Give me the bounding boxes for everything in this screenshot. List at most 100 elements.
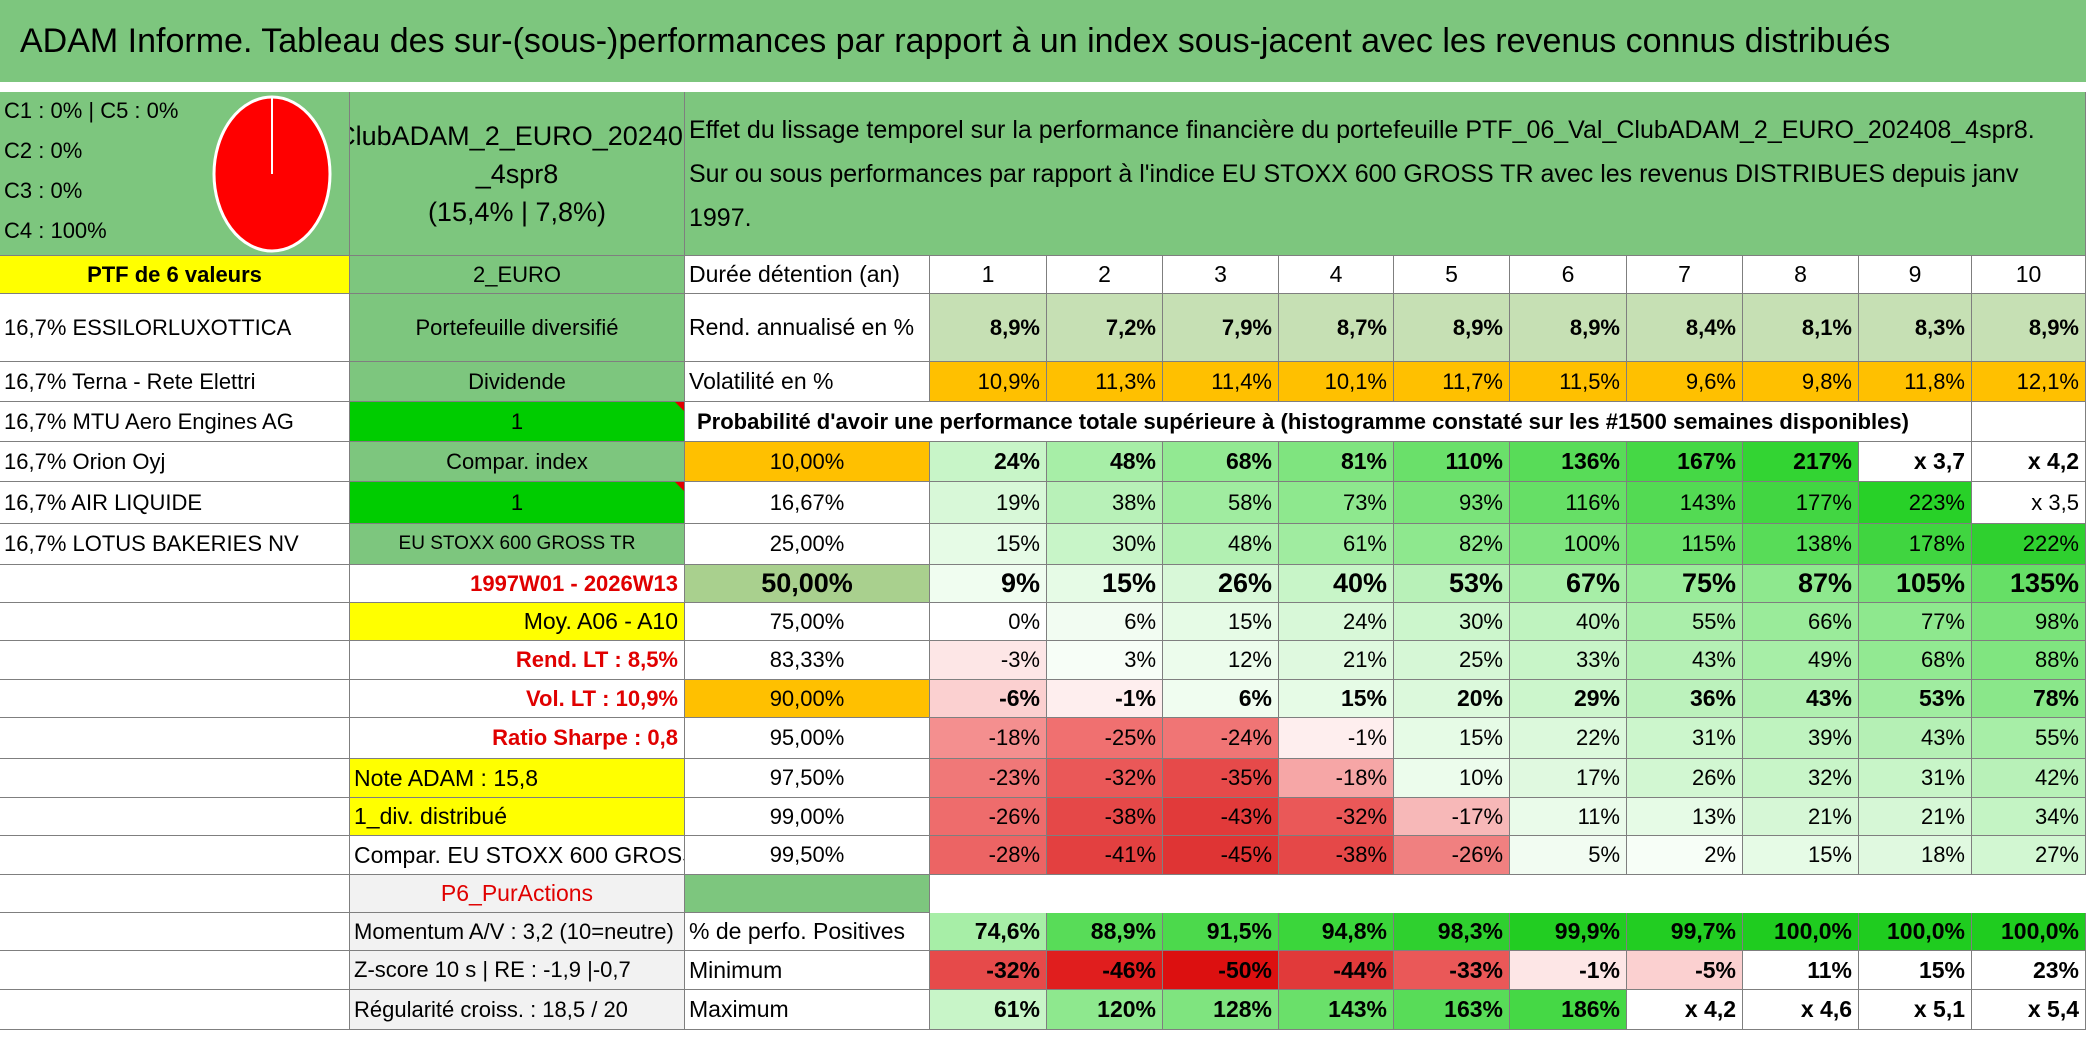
vol-label: Volatilité en % xyxy=(685,362,930,402)
p6-label: P6_PurActions xyxy=(350,875,685,913)
divider-strip xyxy=(0,82,2086,92)
pie-legend-panel: C1 : 0% | C5 : 0% C2 : 0% C3 : 0% C4 : 1… xyxy=(0,92,350,256)
percentile-value: -24% xyxy=(1163,718,1279,759)
percentile-value: 138% xyxy=(1743,524,1859,565)
percentile-value: 177% xyxy=(1743,482,1859,524)
percentile-value: 55% xyxy=(1627,603,1743,641)
year-header: 8 xyxy=(1743,256,1859,294)
positives-value: 99,7% xyxy=(1627,913,1743,951)
percentile-value: 61% xyxy=(1279,524,1394,565)
percentile-value: 12% xyxy=(1163,641,1279,680)
percentile-value: 66% xyxy=(1743,603,1859,641)
percentile-value: 100% xyxy=(1510,524,1627,565)
percentile-value: -17% xyxy=(1394,798,1510,836)
percentile-value: 36% xyxy=(1627,680,1743,718)
percentile-value: x 3,5 xyxy=(1972,482,2086,524)
percentile-value: 88% xyxy=(1972,641,2086,680)
rend-lt-label: Rend. LT : 8,5% xyxy=(350,641,685,680)
percentile-value: 73% xyxy=(1279,482,1394,524)
percentile-value: -23% xyxy=(930,759,1047,798)
percentile-value: -25% xyxy=(1047,718,1163,759)
percentile-value: 39% xyxy=(1743,718,1859,759)
maximum-value: 128% xyxy=(1163,990,1279,1030)
ptf-header: PTF de 6 valeurs xyxy=(0,256,350,294)
percentile-value: -1% xyxy=(1047,680,1163,718)
rend-value: 7,2% xyxy=(1047,294,1163,362)
percentile-value: 21% xyxy=(1859,798,1972,836)
percentile-value: 11% xyxy=(1510,798,1627,836)
percentile-label: 90,00% xyxy=(685,680,930,718)
percentile-value: 48% xyxy=(1163,524,1279,565)
percentile-value: 15% xyxy=(1163,603,1279,641)
dividende-label: Dividende xyxy=(350,362,685,402)
empty-cell xyxy=(0,641,350,680)
holding-item: 16,7% Terna - Rete Elettri xyxy=(0,362,350,402)
percentile-value: 24% xyxy=(930,442,1047,482)
empty-cell xyxy=(0,565,350,603)
percentile-value: 26% xyxy=(1163,565,1279,603)
minimum-value: -33% xyxy=(1394,951,1510,990)
positives-label: % de perfo. Positives xyxy=(685,913,930,951)
positives-value: 100,0% xyxy=(1972,913,2086,951)
percentile-label: 75,00% xyxy=(685,603,930,641)
compar-index-value: 1 xyxy=(350,482,685,524)
percentile-value: 26% xyxy=(1627,759,1743,798)
percentile-value: -26% xyxy=(930,798,1047,836)
percentile-value: -18% xyxy=(930,718,1047,759)
percentile-value: 42% xyxy=(1972,759,2086,798)
rend-value: 8,4% xyxy=(1627,294,1743,362)
dividende-value: 1 xyxy=(350,402,685,442)
pie-legend-line: C3 : 0% xyxy=(4,178,83,203)
rend-value: 8,3% xyxy=(1859,294,1972,362)
regularite-label: Régularité croiss. : 18,5 / 20 xyxy=(350,990,685,1030)
percentile-label: 16,67% xyxy=(685,482,930,524)
positives-value: 100,0% xyxy=(1743,913,1859,951)
percentile-value: 27% xyxy=(1972,836,2086,875)
vol-lt-label: Vol. LT : 10,9% xyxy=(350,680,685,718)
percentile-value: 25% xyxy=(1394,641,1510,680)
vol-value: 9,6% xyxy=(1627,362,1743,402)
percentile-value: 77% xyxy=(1859,603,1972,641)
year-header: 3 xyxy=(1163,256,1279,294)
percentile-value: 15% xyxy=(1394,718,1510,759)
vol-value: 10,1% xyxy=(1279,362,1394,402)
percentile-value: -3% xyxy=(930,641,1047,680)
holding-item: 16,7% AIR LIQUIDE xyxy=(0,482,350,524)
maximum-value: 61% xyxy=(930,990,1047,1030)
percentile-value: 167% xyxy=(1627,442,1743,482)
percentile-label: 83,33% xyxy=(685,641,930,680)
percentile-value: 15% xyxy=(1047,565,1163,603)
percentile-value: -41% xyxy=(1047,836,1163,875)
percentile-value: 78% xyxy=(1972,680,2086,718)
percentile-value: -32% xyxy=(1047,759,1163,798)
year-header: 5 xyxy=(1394,256,1510,294)
currency-label: 2_EURO xyxy=(350,256,685,294)
rend-label: Rend. annualisé en % xyxy=(685,294,930,362)
percentile-value: 6% xyxy=(1163,680,1279,718)
percentile-value: 143% xyxy=(1627,482,1743,524)
percentile-value: 98% xyxy=(1972,603,2086,641)
rend-value: 8,9% xyxy=(930,294,1047,362)
duree-label: Durée détention (an) xyxy=(685,256,930,294)
percentile-value: 3% xyxy=(1047,641,1163,680)
minimum-value: -1% xyxy=(1510,951,1627,990)
positives-value: 98,3% xyxy=(1394,913,1510,951)
vol-value: 10,9% xyxy=(930,362,1047,402)
percentile-label: 99,00% xyxy=(685,798,930,836)
percentile-value: 19% xyxy=(930,482,1047,524)
percentile-value: -38% xyxy=(1047,798,1163,836)
percentile-value: 31% xyxy=(1627,718,1743,759)
percentile-value: 15% xyxy=(930,524,1047,565)
pie-legend-line: C4 : 100% xyxy=(4,218,107,243)
maximum-value: 163% xyxy=(1394,990,1510,1030)
empty-cell xyxy=(0,875,350,913)
percentile-value: 82% xyxy=(1394,524,1510,565)
holding-item: 16,7% ESSILORLUXOTTICA xyxy=(0,294,350,362)
proba-title: Probabilité d'avoir une performance tota… xyxy=(685,402,1972,442)
percentile-value: 38% xyxy=(1047,482,1163,524)
percentile-value: 55% xyxy=(1972,718,2086,759)
empty-cell xyxy=(0,759,350,798)
pie-legend-line: C1 : 0% | C5 : 0% xyxy=(4,98,179,123)
empty-cell xyxy=(0,603,350,641)
maximum-value: x 4,6 xyxy=(1743,990,1859,1030)
